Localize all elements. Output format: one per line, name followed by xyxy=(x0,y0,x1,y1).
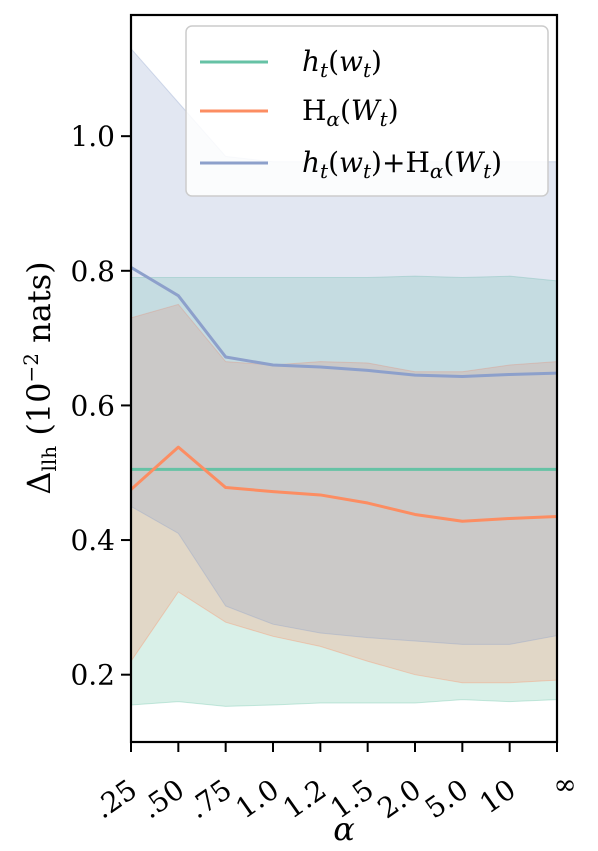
band-H xyxy=(131,303,557,684)
legend-box xyxy=(185,25,549,197)
x-tick-label: ∞ xyxy=(553,768,576,801)
y-tick-label: 0.8 xyxy=(70,255,115,288)
legend: ht(wt) Hα(Wt) ht(wt)+Hα(Wt) xyxy=(185,25,549,197)
y-axis-title: Δllh (10−2 nats) xyxy=(19,261,61,494)
y-axis-title-sub: llh xyxy=(37,446,61,472)
y-tick-label: 0.2 xyxy=(70,659,115,692)
legend-label-H: Hα(Wt) xyxy=(302,94,399,131)
confidence-bands xyxy=(131,47,557,707)
y-axis: 0.2 0.4 0.6 0.8 1.0 xyxy=(70,120,131,692)
y-axis-title-main: Δ xyxy=(20,472,58,495)
band-h xyxy=(131,275,557,707)
legend-label-sum: ht(wt)+Hα(Wt) xyxy=(302,146,502,183)
series-lines xyxy=(131,266,557,523)
line-sum xyxy=(131,266,557,378)
legend-label-h: ht(wt) xyxy=(302,45,382,82)
y-tick-label: 0.6 xyxy=(70,389,115,422)
line-H xyxy=(131,445,557,523)
y-axis-title-tail: nats) xyxy=(20,261,58,353)
x-axis-title: α xyxy=(333,810,355,848)
y-tick-label: 0.4 xyxy=(70,524,115,557)
plot-frame xyxy=(129,13,559,744)
y-tick-label: 1.0 xyxy=(70,120,115,153)
y-axis-title-units: (10 xyxy=(20,382,58,445)
y-axis-title-exp: −2 xyxy=(19,353,43,382)
